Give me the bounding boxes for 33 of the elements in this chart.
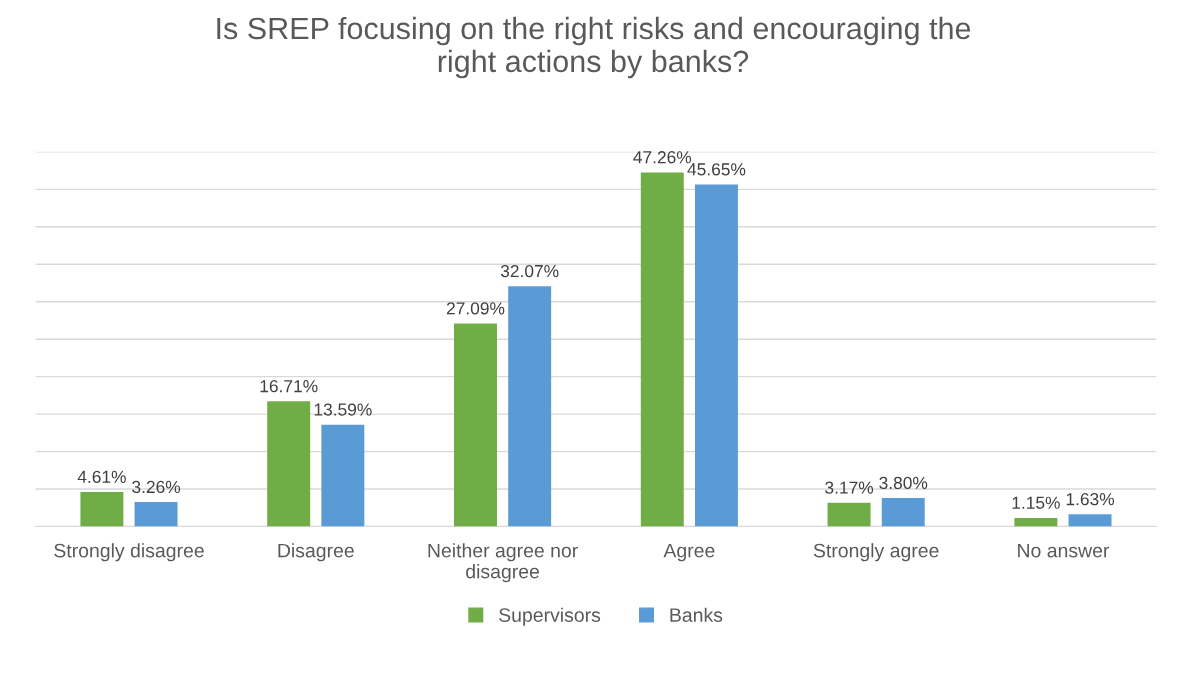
data-label: 3.80% — [879, 476, 928, 490]
bar — [827, 502, 871, 527]
bar — [267, 401, 311, 527]
bar — [640, 172, 684, 527]
bar — [454, 323, 497, 527]
data-label: 3.26% — [132, 480, 181, 494]
data-label: 16.71% — [260, 380, 318, 393]
x-tick-label: No answer — [1018, 543, 1110, 558]
data-label: 47.26% — [633, 151, 692, 164]
chart-title: Is SREP focusing on the right risks and encouraging the right actions by banks? — [217, 16, 971, 79]
bar — [508, 286, 552, 527]
bar — [694, 184, 738, 527]
legend-label: Supervisors — [499, 607, 601, 626]
x-tick-label: Strongly agree — [813, 543, 939, 562]
data-label: 4.61% — [77, 470, 126, 483]
x-tick-label: Strongly disagree — [54, 543, 204, 562]
bar — [80, 491, 124, 527]
bar — [881, 498, 925, 527]
data-label: 1.63% — [1066, 493, 1115, 506]
x-tick-label: Agree — [663, 543, 715, 562]
data-label: 27.09% — [446, 302, 505, 315]
bar — [321, 424, 365, 527]
bar — [134, 502, 178, 527]
data-label: 13.59% — [314, 403, 372, 416]
data-label: 32.07% — [500, 264, 559, 278]
data-label: 1.15% — [1012, 496, 1060, 509]
x-tick-label: Neither agree nor disagree — [428, 543, 578, 583]
x-tick-label: Disagree — [278, 543, 354, 562]
data-label: 3.17% — [825, 481, 874, 494]
legend-label: Banks — [670, 607, 723, 622]
bar — [1068, 514, 1112, 527]
data-label: 45.65% — [687, 163, 746, 176]
bar — [1014, 517, 1058, 527]
